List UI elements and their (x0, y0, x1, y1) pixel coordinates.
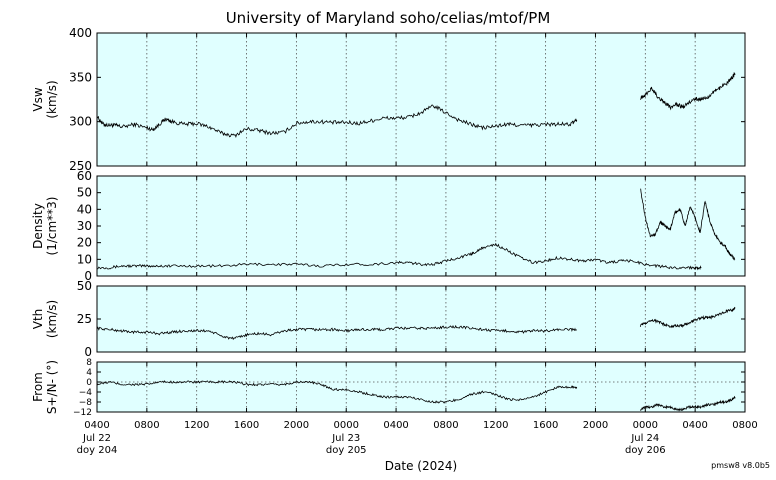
x-tick-label: 1600 (533, 420, 558, 431)
day-doy-label: doy 204 (77, 445, 118, 456)
y-tick-label: 60 (77, 169, 92, 183)
panel-background (97, 362, 745, 412)
y-tick-label: 25 (77, 312, 92, 326)
day-date-label: Jul 24 (630, 433, 659, 444)
y-tick-label: 8 (86, 358, 92, 368)
y-tick-label: 50 (77, 186, 92, 200)
y-tick-label: 350 (69, 70, 92, 84)
x-tick-label: 1200 (184, 420, 209, 431)
x-tick-label: 2000 (583, 420, 608, 431)
y-tick-label: 300 (69, 115, 92, 129)
x-tick-label: 0400 (383, 420, 408, 431)
panel-frame (96, 361, 746, 413)
panel-background (97, 286, 745, 352)
y-tick-label: 0 (84, 345, 92, 359)
y-tick-label: −8 (79, 398, 93, 408)
data-trace (96, 380, 578, 404)
data-trace (639, 395, 736, 412)
y-tick-label: 250 (69, 159, 92, 173)
x-tick-label: 0000 (334, 420, 359, 431)
x-tick-label: 0800 (134, 420, 159, 431)
data-trace (640, 72, 736, 111)
y-tick-label: 10 (77, 252, 92, 266)
panel-3: 0 25 50 Vth (km/s) (31, 279, 746, 359)
x-tick-label: 2000 (284, 420, 309, 431)
y-tick-label: 0 (86, 378, 92, 388)
data-trace (96, 324, 578, 341)
x-tick-label: 0000 (633, 420, 658, 431)
day-date-label: Jul 22 (82, 433, 111, 444)
y-tick-label: 0 (84, 269, 92, 283)
x-tick-label: 1200 (483, 420, 508, 431)
x-axis: 0400 0800 1200 1600 2000 0000 0400 0800 1200 1600… (77, 420, 758, 473)
y-tick-label: 30 (77, 219, 92, 233)
day-date-label: Jul 23 (331, 433, 360, 444)
y-tick-label: 40 (77, 202, 92, 216)
y-tick-label: −4 (79, 388, 93, 398)
day-doy-label: doy 205 (326, 445, 367, 456)
x-tick-label: 0800 (433, 420, 458, 431)
x-tick-label: 0400 (84, 420, 109, 431)
data-trace (96, 242, 702, 271)
x-tick-label: 1600 (234, 420, 259, 431)
y-axis-label: (km/s) (45, 300, 59, 338)
y-tick-label: 400 (69, 26, 92, 40)
panel-frame (96, 32, 746, 167)
day-doy-label: doy 206 (625, 445, 666, 456)
y-axis-label: S+/N- (°) (45, 360, 59, 414)
y-tick-label: 50 (77, 279, 92, 293)
data-trace (96, 104, 578, 138)
y-axis-label: From (31, 372, 45, 402)
x-tick-label: 0400 (682, 420, 707, 431)
panel-1: 250 300 350 400 Vsw (km/s) (31, 26, 746, 173)
y-axis-label: Vth (31, 309, 45, 330)
chart-title: University of Maryland soho/celias/mtof/… (225, 9, 551, 27)
y-axis-label: (1/cm**3) (45, 197, 59, 256)
y-axis-label: Vsw (31, 87, 45, 111)
y-tick-label: −12 (73, 408, 92, 418)
data-trace (640, 188, 736, 261)
x-tick-label: 0800 (732, 420, 757, 431)
data-trace (639, 306, 736, 329)
panel-2: 0 10 20 30 40 50 60 Density (1/cm**3) (31, 169, 746, 283)
y-tick-label: 20 (77, 236, 92, 250)
panel-background (97, 176, 745, 276)
x-axis-label: Date (2024) (385, 459, 457, 473)
y-axis-label: Density (31, 203, 45, 249)
panel-background (97, 33, 745, 166)
y-axis-label: (km/s) (45, 80, 59, 118)
y-tick-label: 4 (86, 368, 92, 378)
version-tag: pmsw8 v8.0b5 (711, 461, 770, 470)
